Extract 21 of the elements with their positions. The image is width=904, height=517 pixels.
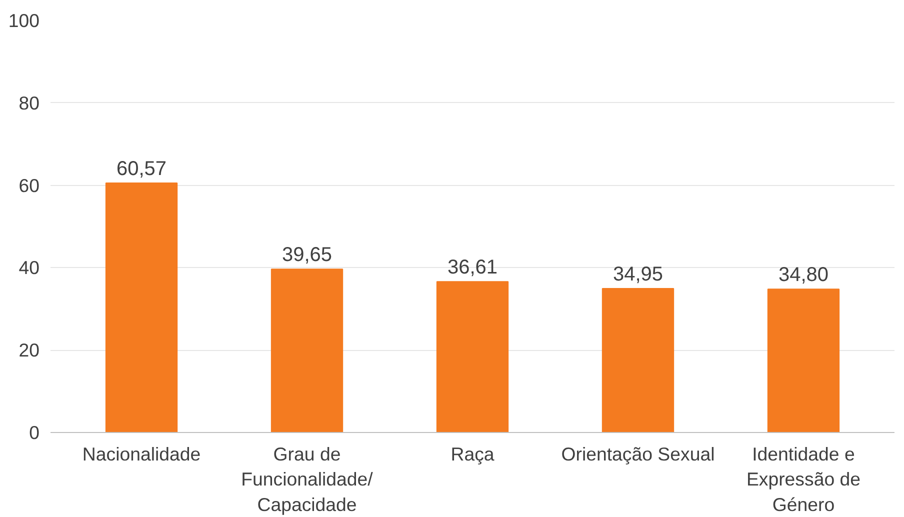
x-tick-label: Grau de Funcionalidade/ Capacidade [241,444,374,515]
data-label: 39,65 [282,244,332,266]
x-tick-label: Identidade e Expressão de Género [746,444,861,515]
x-tick-label: Orientação Sexual [561,444,715,464]
x-tick-label: Nacionalidade [82,444,201,464]
data-label: 60,57 [116,158,167,180]
y-tick-label: 20 [18,340,40,361]
y-tick-label: 60 [18,174,40,196]
y-tick-label: 40 [18,257,40,278]
data-label: 34,80 [778,264,829,286]
bar [105,182,178,432]
y-tick-label: 0 [29,422,40,443]
bar [436,281,509,432]
x-tick-label: Raça [450,444,495,464]
data-label: 36,61 [447,256,498,279]
bar [767,288,840,432]
bar [270,268,344,432]
data-label: 34,95 [612,264,664,286]
y-tick-label: 100 [8,10,40,31]
bar [602,288,674,432]
y-tick-label: 80 [18,92,40,114]
